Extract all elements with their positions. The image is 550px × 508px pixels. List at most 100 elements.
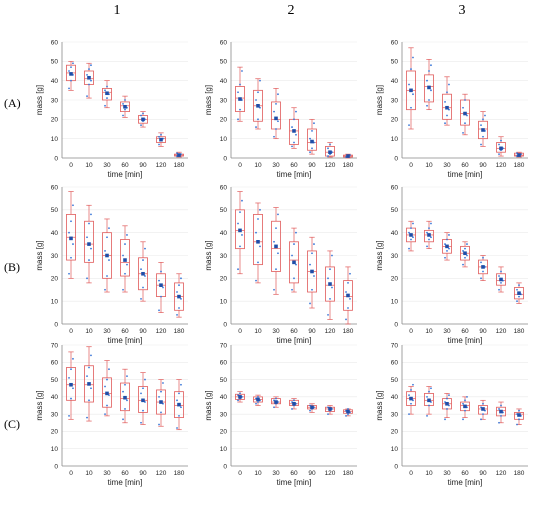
iqr-box	[424, 74, 434, 103]
y-tick-label: 40	[391, 78, 399, 85]
data-point	[462, 250, 464, 252]
data-point	[106, 378, 108, 381]
data-point	[86, 277, 88, 280]
iqr-box	[496, 273, 506, 286]
data-point	[124, 99, 126, 101]
y-tick-label: 20	[51, 429, 59, 436]
data-point	[500, 414, 502, 417]
data-point	[448, 83, 450, 86]
data-point	[239, 245, 241, 248]
data-point	[498, 421, 500, 424]
data-point	[482, 118, 484, 121]
x-axis-label: time [min]	[448, 478, 483, 487]
x-axis-label: time [min]	[108, 170, 143, 179]
y-tick-label: 50	[220, 59, 228, 66]
y-tick-label: 40	[51, 394, 59, 401]
data-point	[142, 409, 144, 412]
box-c1-180	[174, 379, 184, 431]
box-c2-60	[289, 398, 299, 410]
data-point	[446, 238, 448, 241]
mean-marker	[346, 154, 350, 158]
y-tick-label: 30	[51, 253, 59, 260]
data-point	[500, 139, 502, 142]
data-point	[88, 399, 90, 402]
data-point	[482, 256, 484, 259]
box-a3-0	[406, 47, 416, 130]
data-point	[347, 413, 349, 416]
data-point	[410, 106, 412, 109]
box-a1-30	[102, 80, 112, 109]
data-point	[277, 213, 279, 216]
x-tick-label: 10	[85, 162, 93, 169]
mean-marker	[274, 400, 278, 404]
iqr-box	[174, 391, 184, 418]
panel-b3: 0 10 20 30 40 50 60 0 10 30 60 90 120 180 time [min] ma…	[375, 184, 528, 345]
data-point	[412, 222, 414, 225]
iqr-box	[235, 209, 245, 250]
y-tick-label: 10	[220, 136, 228, 143]
data-point	[430, 89, 432, 92]
data-point	[70, 220, 72, 223]
data-point	[331, 286, 333, 289]
y-tick-label: 50	[51, 207, 59, 214]
data-point	[518, 295, 520, 298]
data-point	[86, 73, 88, 76]
mean-marker	[445, 105, 449, 110]
data-point	[124, 383, 126, 386]
y-tick-label: 10	[51, 446, 59, 453]
x-tick-label: 90	[479, 470, 487, 477]
x-tick-label: 60	[121, 470, 129, 477]
y-tick-label: 70	[51, 342, 59, 349]
data-point	[329, 143, 331, 146]
mean-marker	[105, 391, 109, 396]
column-label-1: 1	[114, 3, 121, 18]
data-point	[464, 247, 466, 250]
data-point	[448, 234, 450, 236]
x-tick-label: 60	[461, 470, 469, 477]
data-point	[462, 106, 464, 109]
x-tick-label: 120	[325, 162, 336, 169]
iqr-box	[102, 377, 112, 408]
mean-marker	[141, 398, 145, 403]
data-point	[412, 236, 414, 239]
data-point	[444, 101, 446, 103]
iqr-box	[496, 142, 506, 153]
data-point	[327, 313, 329, 316]
data-point	[88, 259, 90, 261]
box-a1-10	[84, 62, 94, 99]
mean-marker	[310, 139, 314, 144]
data-point	[255, 231, 257, 234]
data-point	[86, 236, 88, 239]
mean-marker	[256, 104, 260, 108]
data-point	[178, 414, 180, 417]
data-point	[239, 83, 241, 86]
y-tick-label: 50	[391, 59, 399, 66]
data-point	[72, 357, 74, 360]
x-tick-label: 90	[308, 470, 316, 477]
x-tick-label: 30	[103, 470, 111, 477]
box-c1-90	[138, 372, 148, 425]
data-point	[273, 110, 275, 113]
data-point	[259, 208, 261, 211]
data-point	[176, 313, 178, 316]
y-tick-label: 0	[223, 321, 227, 328]
data-point	[275, 227, 277, 230]
iqr-box	[253, 213, 263, 266]
x-axis-label: time [min]	[277, 336, 312, 345]
data-point	[176, 291, 178, 293]
box-c1-30	[102, 360, 112, 417]
x-tick-label: 180	[174, 470, 185, 477]
data-point	[122, 102, 124, 105]
box-c1-60	[120, 368, 130, 424]
data-point	[408, 83, 410, 86]
row-label-b: (B)	[4, 260, 20, 274]
x-tick-label: 120	[156, 328, 167, 335]
mean-marker	[499, 409, 503, 414]
data-point	[349, 272, 351, 275]
data-point	[428, 404, 430, 407]
data-point	[88, 222, 90, 225]
data-point	[462, 402, 464, 405]
data-point	[70, 368, 72, 371]
data-point	[237, 91, 239, 94]
mean-marker	[463, 404, 467, 409]
